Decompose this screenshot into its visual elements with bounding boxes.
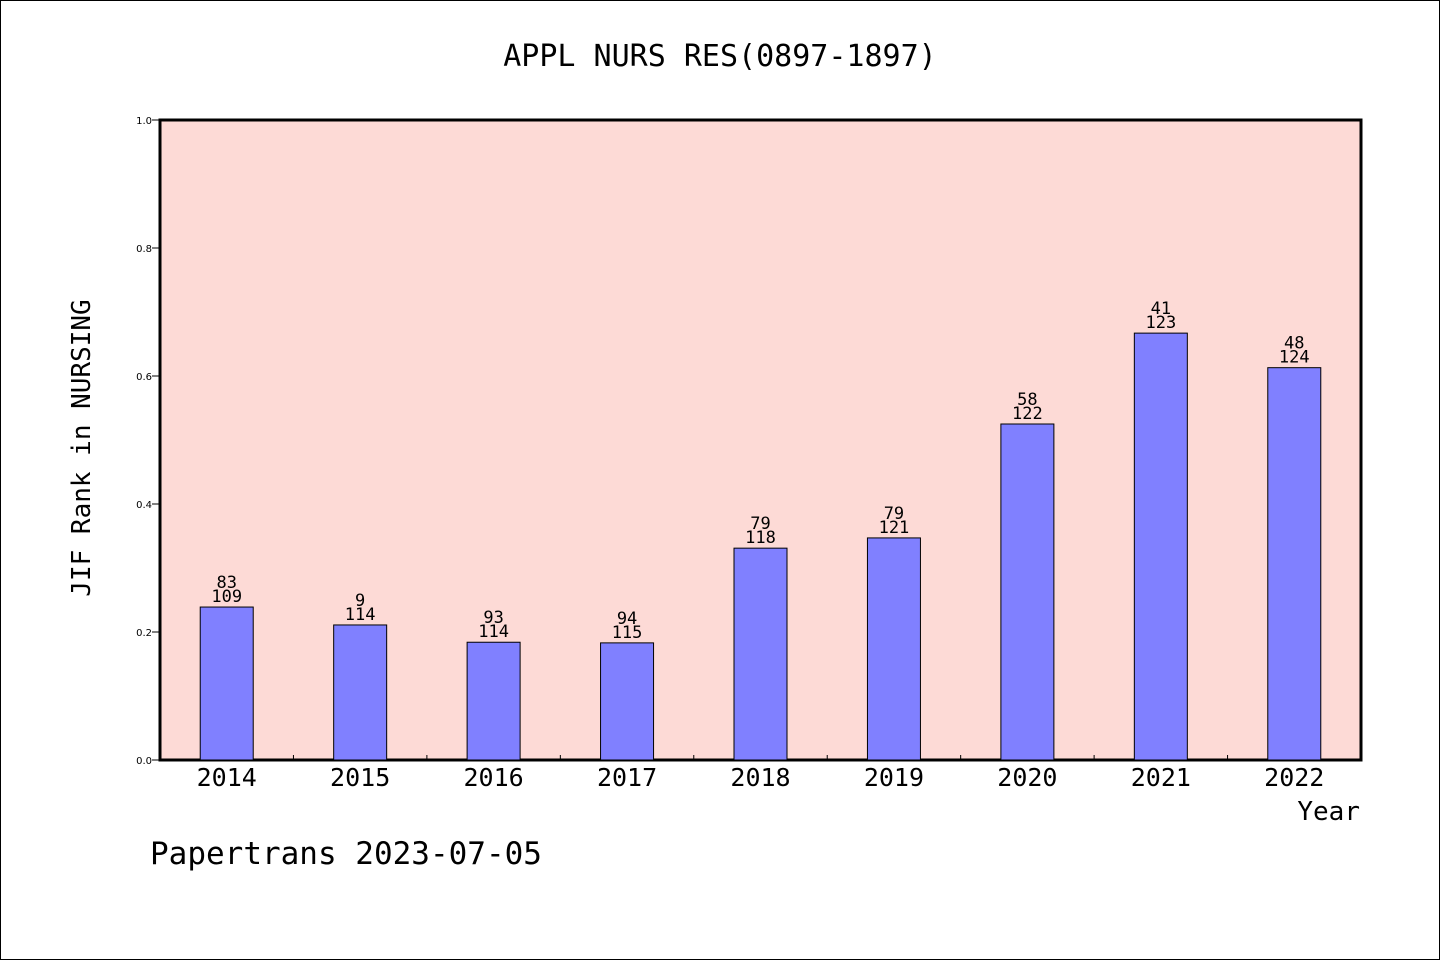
x-tick-label: 2022: [1264, 763, 1324, 792]
bar: [199, 606, 254, 761]
bar-total-label: 114: [478, 622, 509, 642]
bar: [1133, 332, 1188, 761]
y-axis-label: JIF Rank in NURSING: [67, 299, 97, 596]
footer-credit: Papertrans 2023-07-05: [150, 836, 542, 872]
y-tick-label: 1.0: [136, 116, 152, 127]
y-tick-label: 0.2: [136, 628, 152, 639]
chart-title: APPL NURS RES(0897-1897): [503, 39, 936, 74]
bar: [1000, 423, 1055, 761]
bar-total-label: 124: [1279, 348, 1310, 368]
bar-rank-label: 94: [617, 609, 637, 629]
bar-rank-label: 93: [483, 608, 503, 628]
bar-total-label: 115: [612, 623, 643, 643]
bar-rank-label: 48: [1284, 334, 1304, 354]
y-tick-label: 0.6: [136, 372, 152, 383]
bar: [733, 547, 788, 761]
x-tick-label: 2017: [597, 763, 657, 792]
bar-rank-label: 79: [884, 504, 904, 524]
bar: [1267, 367, 1322, 761]
bar-rank-label: 58: [1017, 390, 1037, 410]
bar: [333, 624, 388, 761]
x-tick-label: 2021: [1131, 763, 1191, 792]
bar-total-label: 121: [879, 518, 910, 538]
bar-total-label: 109: [211, 587, 242, 607]
bar: [466, 641, 521, 761]
x-tick-label: 2018: [730, 763, 790, 792]
x-axis: 2014 2015 2016 2017 2018 2019 2020 2021 2022: [197, 755, 1324, 792]
bar-total-label: 114: [345, 605, 376, 625]
y-tick-label: 0.0: [136, 756, 152, 767]
bar: [600, 642, 655, 761]
x-tick-label: 2015: [330, 763, 390, 792]
x-tick-label: 2014: [197, 763, 257, 792]
bar-total-label: 118: [745, 528, 776, 548]
bar-total-label: 122: [1012, 404, 1043, 424]
bar-total-label: 123: [1145, 313, 1176, 333]
y-axis: 0.0 0.2 0.4 0.6 0.8 1.0: [136, 116, 160, 767]
x-axis-label: Year: [1297, 797, 1360, 827]
x-tick-label: 2020: [997, 763, 1057, 792]
bar: [866, 537, 921, 761]
bar-rank-label: 79: [750, 514, 770, 534]
x-tick-label: 2019: [864, 763, 924, 792]
bar-rank-label: 83: [216, 573, 236, 593]
x-tick-label: 2016: [464, 763, 524, 792]
bar-rank-label: 41: [1151, 299, 1171, 319]
y-tick-label: 0.8: [136, 244, 152, 255]
y-tick-label: 0.4: [136, 500, 152, 511]
bar-rank-label: 9: [355, 591, 365, 611]
